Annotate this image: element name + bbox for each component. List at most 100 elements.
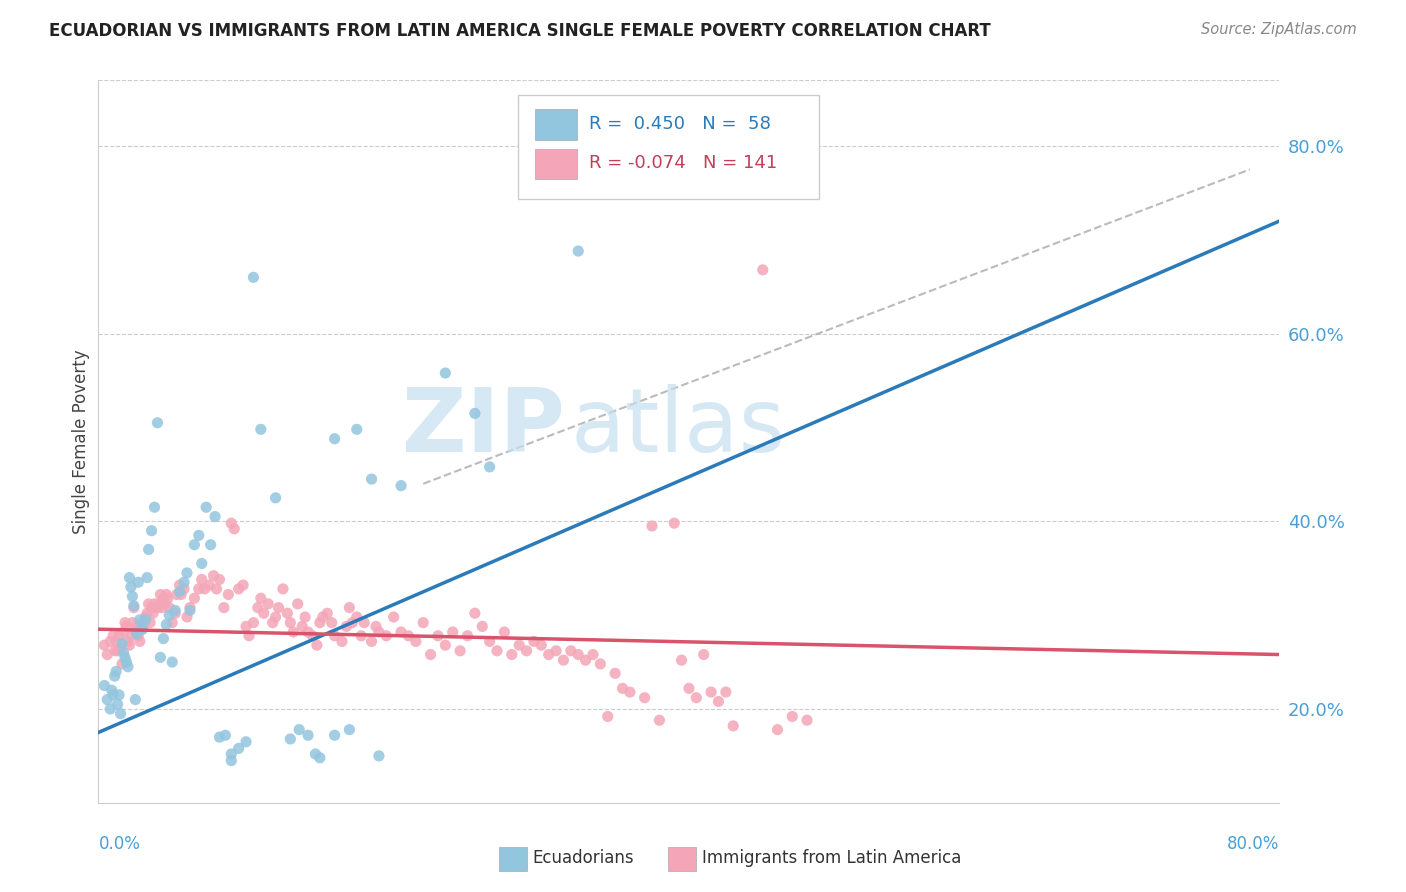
- Point: [124, 692, 146, 706]
- Point: [108, 629, 131, 643]
- Point: [98, 702, 121, 716]
- Point: [141, 524, 163, 538]
- Point: [301, 629, 323, 643]
- FancyBboxPatch shape: [517, 95, 818, 200]
- Point: [169, 584, 191, 599]
- Point: [135, 613, 157, 627]
- Text: ECUADORIAN VS IMMIGRANTS FROM LATIN AMERICA SINGLE FEMALE POVERTY CORRELATION CH: ECUADORIAN VS IMMIGRANTS FROM LATIN AMER…: [49, 22, 991, 40]
- Point: [567, 648, 589, 662]
- Point: [250, 591, 273, 606]
- Point: [309, 615, 332, 630]
- Point: [235, 619, 257, 633]
- Point: [457, 629, 479, 643]
- Point: [246, 600, 269, 615]
- Point: [323, 629, 346, 643]
- Point: [138, 597, 160, 611]
- Point: [342, 615, 364, 630]
- Point: [471, 619, 494, 633]
- Point: [166, 587, 188, 601]
- Point: [143, 597, 166, 611]
- Point: [173, 582, 195, 596]
- Point: [257, 597, 280, 611]
- Point: [152, 591, 174, 606]
- Point: [262, 615, 284, 630]
- Point: [368, 625, 391, 640]
- Point: [353, 615, 375, 630]
- Point: [560, 644, 582, 658]
- Point: [125, 627, 148, 641]
- Point: [149, 587, 172, 601]
- Point: [103, 629, 125, 643]
- Point: [364, 619, 387, 633]
- Text: 0.0%: 0.0%: [98, 835, 141, 854]
- Point: [179, 603, 201, 617]
- Point: [612, 681, 634, 696]
- Point: [117, 634, 139, 648]
- Point: [122, 600, 145, 615]
- Point: [309, 751, 332, 765]
- Point: [641, 519, 664, 533]
- Point: [120, 580, 142, 594]
- Point: [114, 650, 136, 665]
- Point: [464, 406, 486, 420]
- Point: [141, 600, 163, 615]
- Point: [221, 747, 243, 761]
- Point: [235, 735, 257, 749]
- Point: [208, 573, 231, 587]
- Point: [441, 625, 464, 640]
- Point: [316, 607, 339, 621]
- Point: [752, 262, 775, 277]
- Point: [136, 607, 159, 621]
- Point: [714, 685, 737, 699]
- Point: [134, 615, 156, 630]
- Point: [508, 638, 530, 652]
- Point: [169, 578, 191, 592]
- Point: [125, 619, 148, 633]
- Point: [312, 610, 335, 624]
- Point: [648, 713, 671, 727]
- Point: [228, 741, 250, 756]
- Point: [294, 610, 316, 624]
- Point: [155, 587, 177, 601]
- Point: [221, 754, 243, 768]
- Point: [242, 270, 264, 285]
- Point: [200, 538, 222, 552]
- Point: [103, 688, 125, 702]
- Point: [405, 634, 427, 648]
- Point: [112, 625, 135, 640]
- Point: [108, 688, 131, 702]
- Point: [96, 648, 118, 662]
- Point: [516, 644, 538, 658]
- Point: [120, 629, 142, 643]
- Point: [187, 582, 209, 596]
- Text: R = -0.074   N = 141: R = -0.074 N = 141: [589, 154, 776, 172]
- Point: [128, 634, 150, 648]
- Text: 80.0%: 80.0%: [1227, 835, 1279, 854]
- Point: [198, 578, 221, 592]
- Point: [693, 648, 716, 662]
- Point: [138, 542, 160, 557]
- Point: [162, 655, 183, 669]
- Point: [110, 706, 132, 721]
- Point: [104, 669, 127, 683]
- Point: [271, 582, 294, 596]
- Point: [157, 608, 180, 623]
- Point: [339, 723, 361, 737]
- Point: [546, 644, 568, 658]
- Point: [766, 723, 789, 737]
- Point: [143, 500, 166, 515]
- Point: [434, 366, 457, 380]
- Point: [596, 709, 619, 723]
- Point: [346, 610, 368, 624]
- Point: [204, 509, 226, 524]
- Point: [129, 619, 152, 633]
- Point: [434, 638, 457, 652]
- Point: [276, 607, 298, 621]
- Point: [122, 599, 145, 613]
- FancyBboxPatch shape: [536, 149, 576, 179]
- Point: [304, 747, 326, 761]
- Point: [582, 648, 605, 662]
- Point: [205, 582, 228, 596]
- Point: [419, 648, 441, 662]
- Point: [501, 648, 523, 662]
